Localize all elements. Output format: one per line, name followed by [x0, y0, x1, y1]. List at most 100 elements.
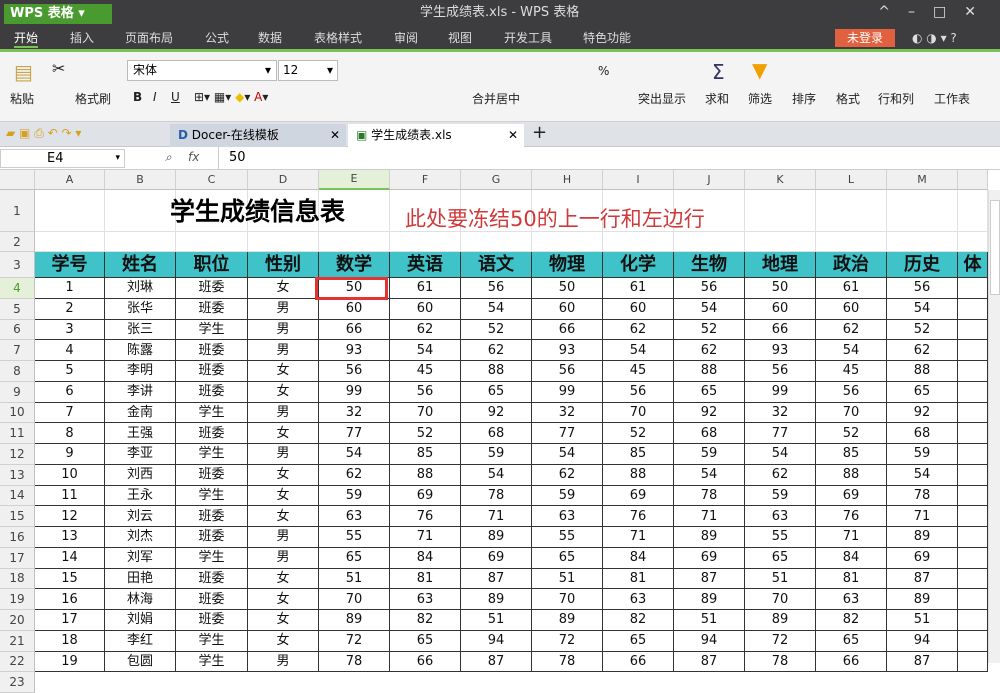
column-header[interactable]: K [745, 170, 816, 190]
table-cell[interactable]: 54 [603, 340, 674, 361]
table-cell[interactable]: 88 [887, 361, 958, 382]
border-icon[interactable]: ⊞▾ ▦▾ ◆▾ A▾ [194, 90, 269, 104]
table-cell[interactable] [958, 547, 988, 569]
merge-center-button[interactable]: 合并居中 [472, 92, 521, 106]
menu-tab[interactable]: 视图 [448, 31, 473, 45]
table-cell[interactable]: 60 [390, 298, 461, 320]
table-cell[interactable]: 94 [887, 630, 958, 652]
table-cell[interactable]: 63 [816, 589, 887, 610]
table-cell[interactable]: 88 [390, 464, 461, 486]
fx-button[interactable]: fx [188, 150, 200, 164]
table-cell[interactable]: 学生 [176, 630, 248, 652]
table-cell[interactable]: 65 [816, 630, 887, 652]
table-cell[interactable] [958, 527, 988, 548]
table-cell[interactable]: 62 [532, 464, 603, 486]
table-cell[interactable]: 刘琳 [105, 278, 176, 299]
table-cell[interactable]: 87 [887, 651, 958, 673]
table-cell[interactable]: 81 [816, 568, 887, 590]
table-cell[interactable]: 66 [319, 319, 390, 341]
cell[interactable] [674, 190, 745, 232]
column-header[interactable]: E [319, 170, 390, 190]
table-cell[interactable]: 林海 [105, 589, 176, 610]
table-cell[interactable]: 89 [887, 527, 958, 548]
cell[interactable] [745, 190, 816, 232]
table-cell[interactable] [958, 319, 988, 341]
table-cell[interactable]: 93 [532, 340, 603, 361]
cell[interactable] [319, 190, 390, 232]
menu-tab[interactable]: 表格样式 [314, 31, 363, 45]
sheet-button[interactable]: 工作表 [934, 92, 971, 106]
table-cell[interactable]: 87 [461, 651, 532, 673]
table-cell[interactable]: 田艳 [105, 568, 176, 590]
table-cell[interactable] [958, 298, 988, 320]
row-header[interactable]: 14 [0, 485, 35, 507]
row-header[interactable]: 10 [0, 402, 35, 424]
row-header[interactable]: 22 [0, 651, 35, 673]
column-header[interactable]: L [816, 170, 887, 190]
table-cell[interactable]: 69 [390, 485, 461, 507]
table-cell[interactable]: 刘杰 [105, 527, 176, 548]
cell[interactable] [887, 232, 958, 252]
table-cell[interactable]: 女 [248, 630, 319, 652]
name-box[interactable]: E4 ▾ [0, 149, 125, 168]
column-header[interactable]: M [887, 170, 958, 190]
cell[interactable] [461, 190, 532, 232]
menu-tab[interactable]: 开发工具 [504, 31, 553, 45]
header-cell[interactable]: 地理 [745, 252, 816, 278]
menu-tab[interactable]: 审阅 [394, 31, 419, 45]
table-cell[interactable]: 62 [674, 340, 745, 361]
row-header[interactable]: 8 [0, 361, 35, 382]
cell[interactable] [390, 190, 461, 232]
table-cell[interactable]: 男 [248, 340, 319, 361]
table-cell[interactable]: 65 [390, 630, 461, 652]
table-cell[interactable]: 61 [816, 278, 887, 299]
table-cell[interactable]: 54 [461, 464, 532, 486]
table-cell[interactable]: 班委 [176, 381, 248, 403]
table-cell[interactable]: 60 [745, 298, 816, 320]
table-cell[interactable]: 54 [745, 444, 816, 465]
table-cell[interactable]: 1 [35, 278, 105, 299]
row-header[interactable]: 7 [0, 340, 35, 361]
table-cell[interactable]: 54 [816, 340, 887, 361]
table-cell[interactable]: 78 [674, 485, 745, 507]
table-cell[interactable]: 62 [390, 319, 461, 341]
column-header[interactable]: D [248, 170, 319, 190]
table-cell[interactable]: 学生 [176, 402, 248, 424]
table-cell[interactable]: 69 [816, 485, 887, 507]
table-cell[interactable]: 92 [461, 402, 532, 424]
cell[interactable] [745, 232, 816, 252]
menu-tab[interactable]: 插入 [70, 31, 95, 45]
header-cell[interactable]: 语文 [461, 252, 532, 278]
table-cell[interactable]: 87 [674, 568, 745, 590]
table-cell[interactable] [958, 381, 988, 403]
table-cell[interactable]: 51 [745, 568, 816, 590]
table-cell[interactable]: 69 [887, 547, 958, 569]
table-cell[interactable] [958, 464, 988, 486]
table-cell[interactable]: 71 [390, 527, 461, 548]
filter-button[interactable]: 筛选 [748, 92, 773, 106]
table-cell[interactable]: 男 [248, 527, 319, 548]
table-cell[interactable]: 59 [674, 444, 745, 465]
table-cell[interactable]: 张三 [105, 319, 176, 341]
cell[interactable] [816, 232, 887, 252]
table-cell[interactable]: 89 [532, 610, 603, 631]
table-cell[interactable]: 81 [603, 568, 674, 590]
table-cell[interactable]: 60 [532, 298, 603, 320]
column-header[interactable]: I [603, 170, 674, 190]
table-cell[interactable]: 71 [816, 527, 887, 548]
table-cell[interactable]: 77 [745, 423, 816, 444]
table-cell[interactable]: 45 [390, 361, 461, 382]
table-cell[interactable]: 女 [248, 464, 319, 486]
row-header[interactable]: 23 [0, 672, 35, 693]
table-cell[interactable]: 93 [319, 340, 390, 361]
table-cell[interactable]: 王强 [105, 423, 176, 444]
table-cell[interactable]: 56 [390, 381, 461, 403]
table-cell[interactable]: 52 [603, 423, 674, 444]
table-cell[interactable]: 51 [532, 568, 603, 590]
table-cell[interactable]: 62 [603, 319, 674, 341]
header-cell[interactable]: 性别 [248, 252, 319, 278]
menu-tab[interactable]: 公式 [205, 31, 230, 45]
table-cell[interactable]: 19 [35, 651, 105, 673]
column-header[interactable] [958, 170, 988, 190]
app-menu-button[interactable]: WPS 表格 ▾ [4, 4, 112, 24]
